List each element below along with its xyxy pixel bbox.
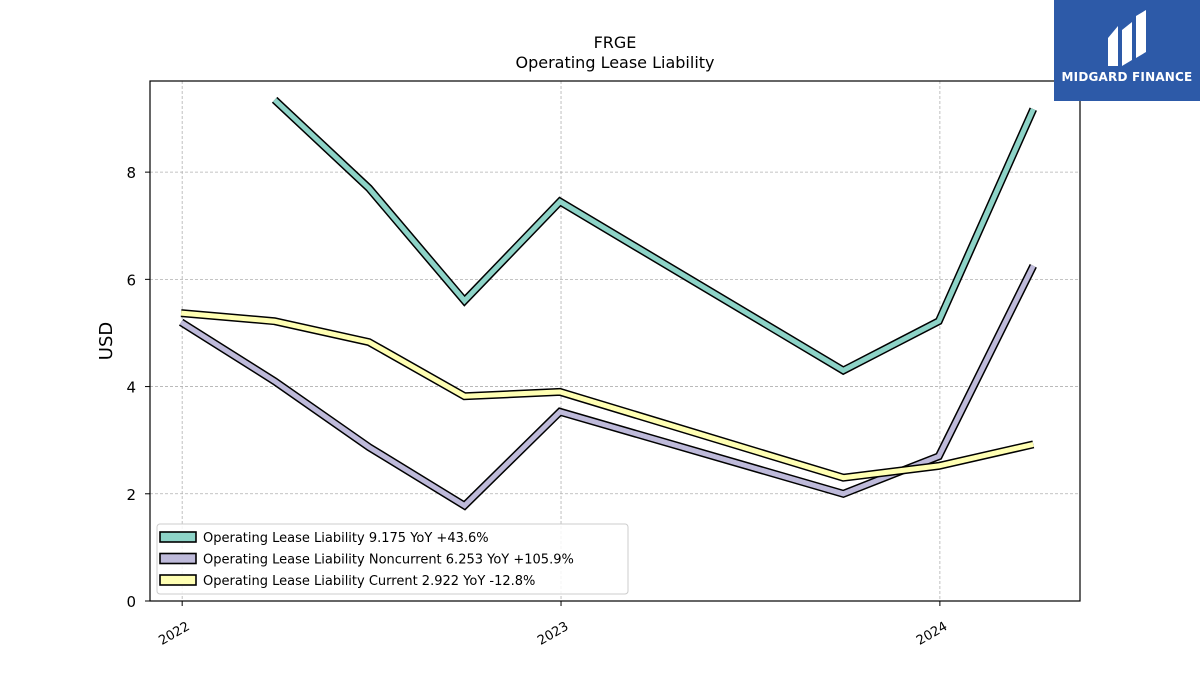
y-tick-label: 0 xyxy=(126,593,136,611)
legend-swatch-2 xyxy=(159,574,197,586)
x-tick-label: 2023 xyxy=(535,619,571,649)
legend: Operating Lease Liability 9.175 YoY +43.… xyxy=(156,523,629,595)
y-tick-label: 2 xyxy=(126,486,136,504)
legend-label-0: Operating Lease Liability 9.175 YoY +43.… xyxy=(203,531,489,546)
plot-frame xyxy=(149,80,1081,602)
legend-swatch-0 xyxy=(159,531,197,543)
series-layer xyxy=(178,96,1037,511)
brand-mark-icon xyxy=(1108,10,1146,66)
y-tick-label: 4 xyxy=(126,379,136,397)
legend-label-1: Operating Lease Liability Noncurrent 6.2… xyxy=(203,553,574,568)
series-line-2 xyxy=(180,310,1034,481)
y-axis-label: USD xyxy=(96,322,117,360)
x-tick-label: 2024 xyxy=(914,619,950,649)
y-tick-label: 6 xyxy=(126,271,136,289)
brand-name: MIDGARD FINANCE xyxy=(1061,70,1193,84)
chart-title: FRGE xyxy=(594,33,637,52)
x-tick-label: 2022 xyxy=(156,619,192,649)
legend-box xyxy=(156,523,629,595)
legend-label-2: Operating Lease Liability Current 2.922 … xyxy=(203,574,535,589)
grid-layer xyxy=(150,81,1080,601)
legend-swatch-1 xyxy=(159,552,197,565)
series-line-1 xyxy=(179,264,1036,509)
chart-subtitle: Operating Lease Liability xyxy=(515,53,714,72)
brand-logo: MIDGARD FINANCE xyxy=(1054,0,1200,101)
y-tick-label: 8 xyxy=(126,164,136,182)
series-line-0 xyxy=(272,97,1036,374)
